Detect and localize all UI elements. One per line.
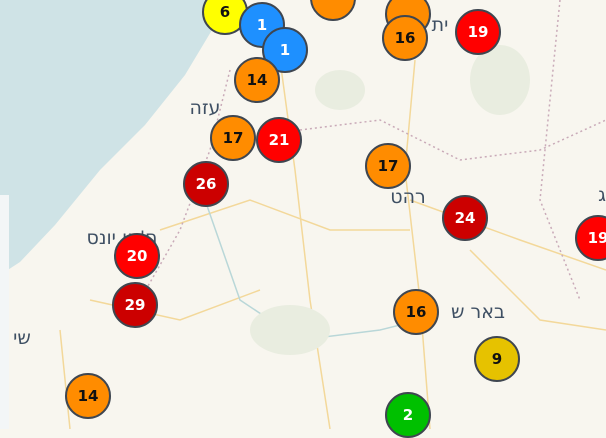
cluster-marker[interactable]: 19 <box>455 9 501 55</box>
place-label-shi: שי <box>13 327 31 349</box>
side-panel-edge <box>0 195 9 429</box>
cluster-marker[interactable]: 1 <box>262 27 308 73</box>
place-label-rahat: רהט <box>390 186 426 208</box>
cluster-marker[interactable]: 9 <box>474 336 520 382</box>
cluster-marker[interactable]: 19 <box>575 215 606 261</box>
sea <box>0 0 212 275</box>
cluster-marker[interactable]: 21 <box>256 117 302 163</box>
cluster-marker[interactable]: 29 <box>112 282 158 328</box>
place-label-gaza: עזה <box>189 97 221 119</box>
cluster-marker[interactable]: 16 <box>382 15 428 61</box>
cluster-marker[interactable]: 17 <box>210 115 256 161</box>
cluster-marker[interactable]: 17 <box>365 143 411 189</box>
place-label-beersheba: באר ש <box>451 301 505 323</box>
place-label-g: ג <box>598 184 606 206</box>
green-areas <box>250 45 530 355</box>
cluster-marker[interactable]: 24 <box>442 195 488 241</box>
cluster-marker[interactable]: 20 <box>114 233 160 279</box>
place-label-yt: ית <box>431 14 449 36</box>
map-background[interactable] <box>0 0 606 429</box>
cluster-marker[interactable]: 14 <box>65 373 111 419</box>
cluster-marker[interactable]: 16 <box>393 289 439 335</box>
cluster-marker[interactable]: 26 <box>183 161 229 207</box>
cluster-marker[interactable]: 14 <box>234 57 280 103</box>
cluster-marker[interactable]: 2 <box>385 392 431 438</box>
